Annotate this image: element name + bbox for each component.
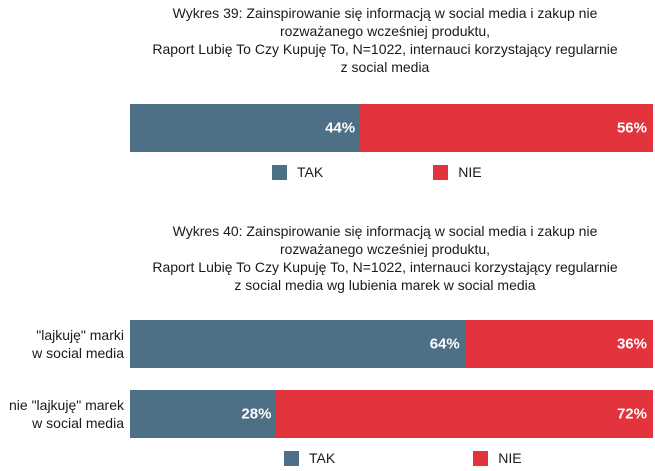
chart-40-title-line: rozważanego wcześniej produktu, — [279, 241, 491, 257]
data-label-tak: 44% — [325, 119, 356, 137]
category-label-nie-lajkuje: nie "lajkuję" marek w social media — [0, 396, 124, 432]
legend-label-nie: NIE — [498, 450, 522, 466]
chart-40-title-line: z social media wg lubienia marek w socia… — [234, 277, 536, 293]
chart-40-bar-nie-lajkuje: 28% 72% — [130, 390, 653, 438]
bar-segment-tak: 64% — [130, 320, 465, 368]
legend-swatch-nie — [433, 164, 449, 180]
bar-segment-nie: 72% — [276, 390, 653, 438]
legend-label-tak: TAK — [309, 450, 336, 466]
data-label-nie: 56% — [616, 119, 647, 137]
chart-40-title-line: Wykres 40: Zainspirowanie się informacją… — [172, 223, 598, 239]
chart-39-title: Wykres 39: Zainspirowanie się informacją… — [120, 4, 650, 76]
chart-40-legend: TAK NIE — [284, 450, 522, 466]
bar-segment-nie: 36% — [464, 320, 653, 368]
legend-swatch-tak — [272, 164, 287, 180]
category-label-lajkuje: "lajkuję" marki w social media — [0, 326, 124, 362]
legend-swatch-tak — [284, 450, 299, 466]
chart-40-title: Wykres 40: Zainspirowanie się informacją… — [120, 222, 650, 294]
bar-segment-nie: 56% — [360, 104, 653, 152]
legend-label-tak: TAK — [297, 164, 324, 180]
category-label-line: w social media — [32, 415, 124, 431]
category-label-line: nie "lajkuję" marek — [9, 397, 124, 413]
legend-swatch-nie — [473, 450, 489, 466]
category-label-line: w social media — [32, 345, 124, 361]
data-label-tak: 28% — [241, 405, 272, 423]
data-label-nie: 72% — [616, 405, 647, 423]
legend-item-nie: NIE — [473, 450, 522, 466]
chart-40-title-line: Raport Lubię To Czy Kupuję To, N=1022, i… — [152, 259, 618, 275]
category-label-line: "lajkuję" marki — [36, 327, 124, 343]
chart-39-title-line: Wykres 39: Zainspirowanie się informacją… — [172, 5, 598, 21]
chart-39-title-line: Raport Lubię To Czy Kupuję To, N=1022, i… — [152, 41, 618, 57]
chart-39-bar: 44% 56% — [130, 104, 653, 152]
legend-item-tak: TAK — [284, 450, 335, 466]
legend-item-nie: NIE — [433, 164, 482, 180]
legend-item-tak: TAK — [272, 164, 323, 180]
chart-39-title-line: z social media — [340, 59, 430, 75]
legend-label-nie: NIE — [458, 164, 482, 180]
bar-segment-tak: 44% — [130, 104, 361, 152]
data-label-nie: 36% — [616, 335, 647, 353]
chart-39-title-line: rozważanego wcześniej produktu, — [279, 23, 491, 39]
bar-segment-tak: 28% — [130, 390, 277, 438]
data-label-tak: 64% — [429, 335, 460, 353]
chart-39-legend: TAK NIE — [272, 164, 482, 180]
chart-40-bar-lajkuje: 64% 36% — [130, 320, 653, 368]
